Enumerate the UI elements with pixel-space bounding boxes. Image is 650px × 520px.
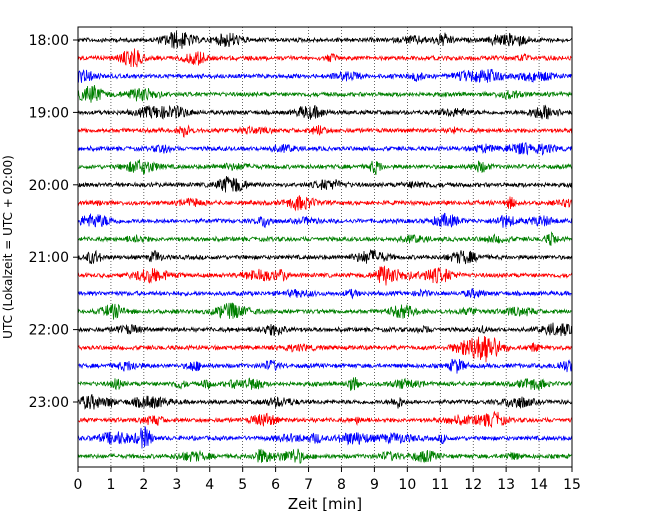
trace-17 xyxy=(77,336,573,363)
trace-20 xyxy=(77,394,573,410)
x-tick-label-5: 5 xyxy=(238,477,247,493)
trace-14 xyxy=(77,288,573,300)
y-tick-label-4: 22:00 xyxy=(29,323,69,339)
x-tick-label-7: 7 xyxy=(304,477,313,493)
y-tick-label-1: 19:00 xyxy=(29,105,69,121)
trace-21 xyxy=(77,410,573,428)
trace-19 xyxy=(77,377,573,391)
trace-15 xyxy=(77,302,573,320)
trace-0 xyxy=(77,30,573,49)
trace-4 xyxy=(77,104,573,120)
x-tick-label-9: 9 xyxy=(370,477,379,493)
trace-23 xyxy=(77,448,573,464)
trace-5 xyxy=(77,124,573,138)
x-tick-label-14: 14 xyxy=(530,477,548,493)
y-tick-label-3: 21:00 xyxy=(29,250,69,266)
trace-18 xyxy=(77,358,573,374)
trace-8 xyxy=(77,175,573,193)
plot-background xyxy=(78,27,572,467)
trace-3 xyxy=(77,84,573,103)
y-tick-label-2: 20:00 xyxy=(29,178,69,194)
grid-lines xyxy=(110,27,540,467)
x-tick-label-3: 3 xyxy=(172,477,181,493)
y-tick-label-5: 23:00 xyxy=(29,395,69,411)
y-tick-label-0: 18:00 xyxy=(29,33,69,49)
x-tick-label-6: 6 xyxy=(271,477,280,493)
trace-9 xyxy=(77,195,573,212)
x-axis-title: Zeit [min] xyxy=(288,495,362,513)
x-tick-label-13: 13 xyxy=(497,477,515,493)
x-tick-label-2: 2 xyxy=(139,477,148,493)
x-tick-label-0: 0 xyxy=(74,477,83,493)
trace-12 xyxy=(77,248,573,265)
trace-22 xyxy=(77,426,573,449)
x-tick-label-11: 11 xyxy=(431,477,449,493)
trace-2 xyxy=(77,68,573,84)
x-tick-label-4: 4 xyxy=(205,477,214,493)
x-tick-label-8: 8 xyxy=(337,477,346,493)
x-axis-ticks: 0 1 2 3 4 5 6 7 8 9 10 11 12 13 14 15 xyxy=(74,467,581,493)
trace-6 xyxy=(77,142,573,156)
x-tick-label-10: 10 xyxy=(398,477,416,493)
trace-1 xyxy=(77,48,573,68)
trace-10 xyxy=(77,212,573,229)
trace-7 xyxy=(77,159,573,175)
seismic-traces xyxy=(77,30,573,464)
trace-11 xyxy=(77,231,573,246)
y-axis-title: UTC (Lokalzeit = UTC + 02:00) xyxy=(1,155,15,339)
x-tick-label-15: 15 xyxy=(563,477,581,493)
x-tick-label-12: 12 xyxy=(464,477,482,493)
x-tick-label-1: 1 xyxy=(106,477,115,493)
y-axis-ticks: 18:00 19:00 20:00 21:00 22:00 23:00 xyxy=(29,33,78,411)
trace-16 xyxy=(77,322,573,337)
plot-frame xyxy=(77,26,573,468)
trace-13 xyxy=(77,265,573,286)
